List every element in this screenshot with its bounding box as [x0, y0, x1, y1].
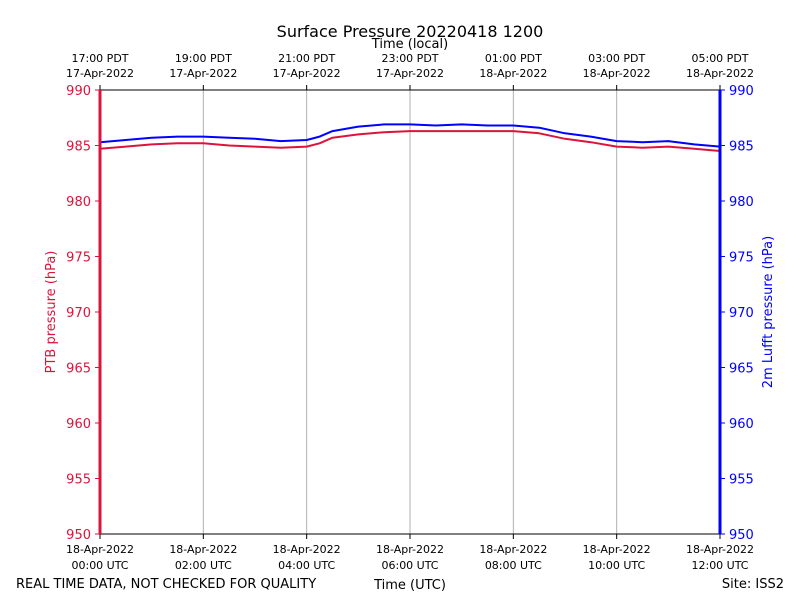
top-x-tick-date: 17-Apr-2022 — [273, 67, 341, 80]
top-x-tick-date: 18-Apr-2022 — [479, 67, 547, 80]
left-y-tick-label: 965 — [66, 362, 91, 377]
right-y-ticks: 950 955 960 965 970 975 980 985 990 — [720, 84, 754, 543]
bottom-x-tick-time: 06:00 UTC — [381, 559, 438, 572]
left-y-tick-label: 975 — [66, 251, 91, 266]
left-y-tick-label: 980 — [66, 195, 91, 210]
bottom-x-tick-time: 10:00 UTC — [588, 559, 645, 572]
top-x-tick-time: 21:00 PDT — [278, 52, 335, 65]
series-layer — [99, 123, 721, 152]
bottom-x-tick-date: 18-Apr-2022 — [583, 543, 651, 556]
top-x-tick-date: 18-Apr-2022 — [686, 67, 754, 80]
left-y-tick-label: 970 — [66, 306, 91, 321]
site-label: Site: ISS2 — [722, 577, 784, 592]
top-x-tick-date: 17-Apr-2022 — [169, 67, 237, 80]
bottom-x-tick-date: 18-Apr-2022 — [273, 543, 341, 556]
bottom-x-ticks: 18-Apr-2022 00:00 UTC 18-Apr-2022 02:00 UTC… — [66, 534, 754, 572]
y-axis-label-right: 2m Lufft pressure (hPa) — [761, 236, 776, 388]
series-line-ptb-pressure — [99, 130, 721, 152]
left-y-tick-label: 985 — [66, 140, 91, 155]
right-y-tick-label: 960 — [729, 417, 754, 432]
top-x-tick-time: 05:00 PDT — [691, 52, 748, 65]
top-x-tick-time: 17:00 PDT — [71, 52, 128, 65]
bottom-x-tick-time: 00:00 UTC — [71, 559, 128, 572]
top-x-tick-time: 01:00 PDT — [485, 52, 542, 65]
left-y-tick-label: 955 — [66, 473, 91, 488]
series-line-lufft-pressure — [99, 123, 721, 148]
grid — [202, 90, 618, 534]
x-axis-label: Time (UTC) — [373, 578, 446, 593]
top-axis-label: Time (local) — [371, 37, 448, 52]
quality-disclaimer: REAL TIME DATA, NOT CHECKED FOR QUALITY — [16, 577, 316, 592]
right-y-tick-label: 990 — [729, 84, 754, 99]
chart-title: Surface Pressure 20220418 1200 — [277, 22, 544, 41]
right-y-tick-label: 975 — [729, 251, 754, 266]
top-x-tick-time: 23:00 PDT — [381, 52, 438, 65]
left-y-tick-label: 950 — [66, 528, 91, 543]
left-y-ticks: 950 955 960 965 970 975 980 985 990 — [66, 84, 100, 543]
top-x-tick-date: 17-Apr-2022 — [376, 67, 444, 80]
bottom-x-tick-date: 18-Apr-2022 — [376, 543, 444, 556]
bottom-x-tick-time: 08:00 UTC — [485, 559, 542, 572]
right-y-tick-label: 980 — [729, 195, 754, 210]
bottom-x-tick-date: 18-Apr-2022 — [686, 543, 754, 556]
right-y-tick-label: 955 — [729, 473, 754, 488]
top-x-tick-date: 18-Apr-2022 — [583, 67, 651, 80]
right-y-tick-label: 965 — [729, 362, 754, 377]
left-y-tick-label: 990 — [66, 84, 91, 99]
right-y-tick-label: 970 — [729, 306, 754, 321]
bottom-x-tick-date: 18-Apr-2022 — [169, 543, 237, 556]
left-y-tick-label: 960 — [66, 417, 91, 432]
bottom-x-tick-time: 12:00 UTC — [691, 559, 748, 572]
bottom-x-tick-date: 18-Apr-2022 — [479, 543, 547, 556]
bottom-x-tick-time: 04:00 UTC — [278, 559, 335, 572]
top-x-tick-time: 03:00 PDT — [588, 52, 645, 65]
top-x-tick-date: 17-Apr-2022 — [66, 67, 134, 80]
top-x-tick-time: 19:00 PDT — [175, 52, 232, 65]
right-y-tick-label: 950 — [729, 528, 754, 543]
right-y-tick-label: 985 — [729, 140, 754, 155]
top-x-ticks: 17:00 PDT 17-Apr-2022 19:00 PDT 17-Apr-2022… — [66, 52, 754, 90]
bottom-x-tick-date: 18-Apr-2022 — [66, 543, 134, 556]
y-axis-label-left: PTB pressure (hPa) — [44, 251, 59, 374]
bottom-x-tick-time: 02:00 UTC — [175, 559, 232, 572]
